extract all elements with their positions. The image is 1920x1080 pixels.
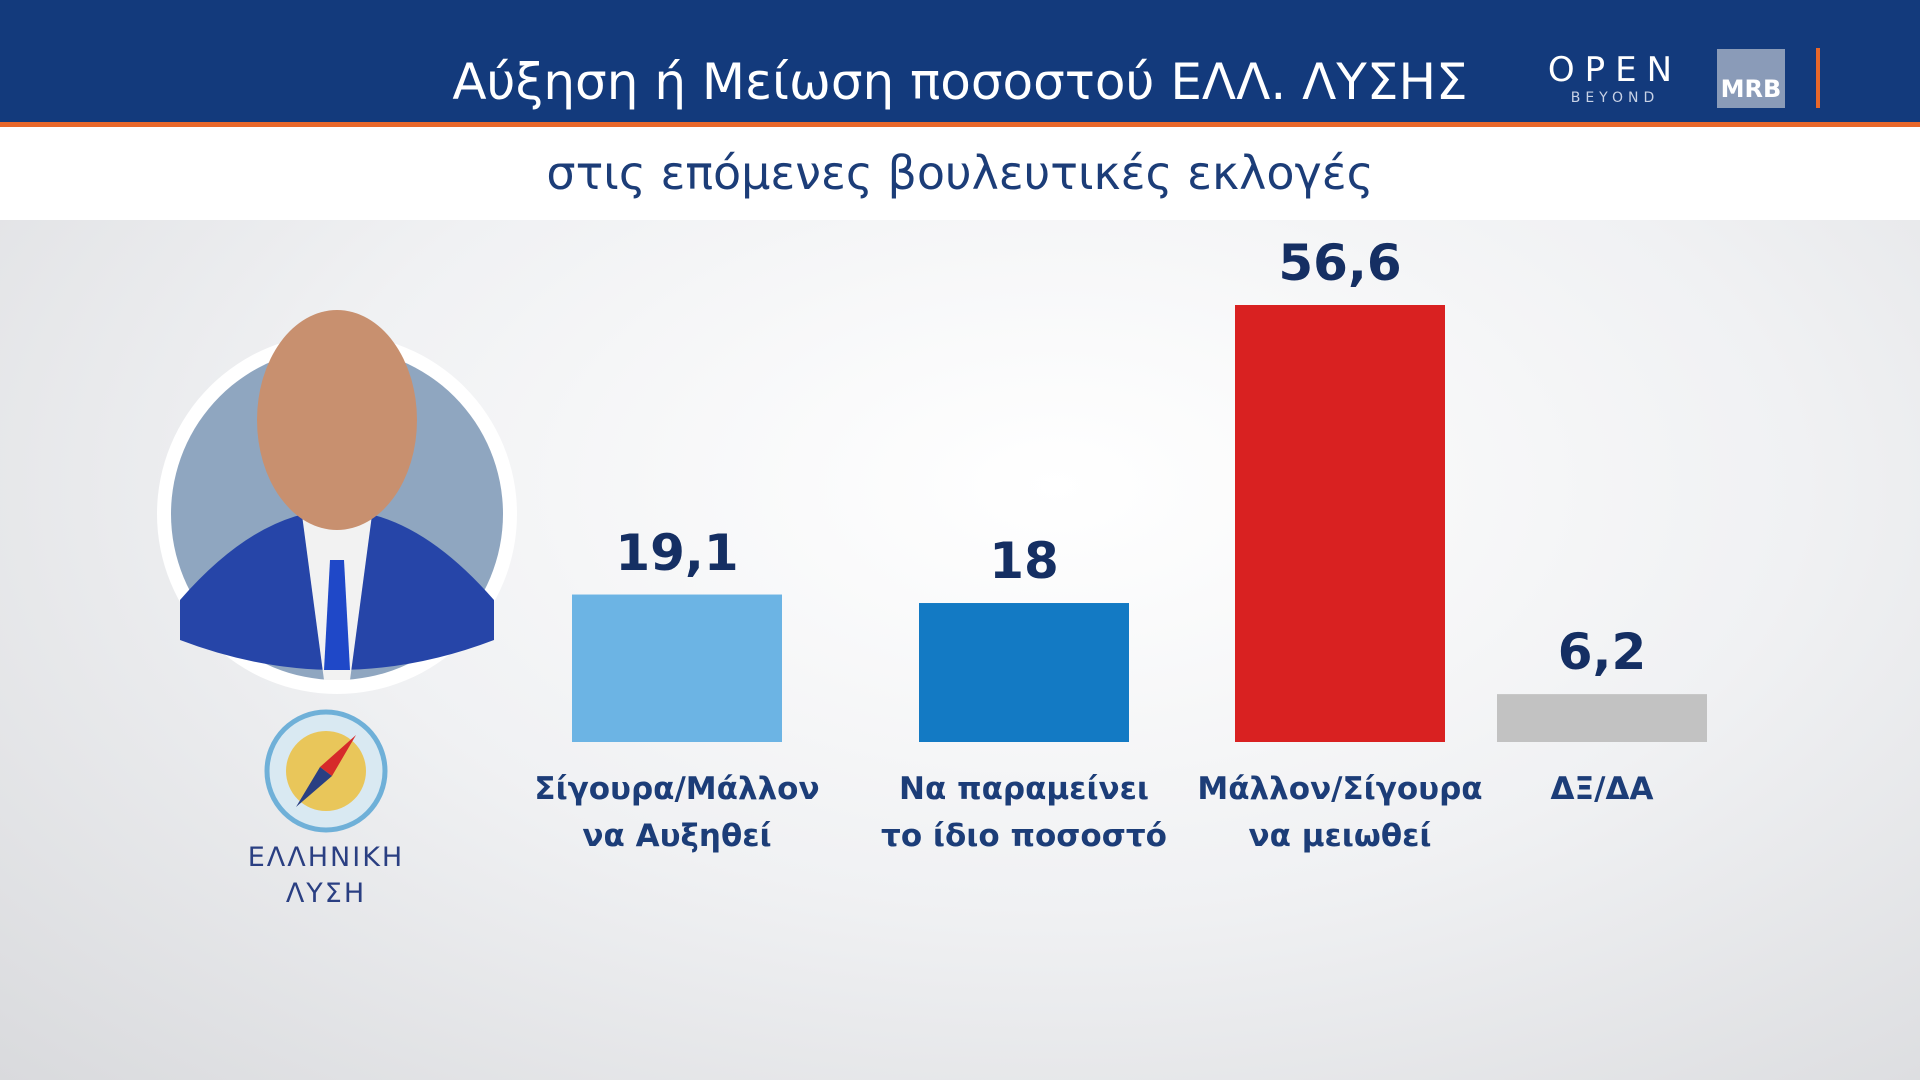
category-label: Σίγουρα/Μάλλον να Αυξηθεί: [534, 771, 820, 854]
bar: [1497, 694, 1707, 742]
value-label: 6,2: [1557, 623, 1647, 682]
chart-title: Αύξηση ή Μείωση ποσοστού ΕΛΛ. ΛΥΣΗΣ: [452, 53, 1468, 111]
chart-subtitle: στις επόμενες βουλευτικές εκλογές: [546, 146, 1374, 200]
bar: [572, 594, 782, 742]
party-emblem: [264, 709, 388, 833]
bar: [1235, 305, 1445, 742]
divider: [1816, 48, 1820, 108]
category-label: Μάλλον/Σίγουρα να μειωθεί: [1197, 771, 1483, 854]
header: [0, 0, 1920, 127]
category-label: Να παραμείνει το ίδιο ποσοστό: [881, 771, 1167, 854]
party-name: ΕΛΛΗΝΙΚΗ ΛΥΣΗ: [247, 842, 405, 909]
portrait: [157, 310, 517, 694]
value-label: 56,6: [1278, 234, 1402, 292]
bar: [919, 603, 1129, 742]
portrait-face: [257, 310, 417, 530]
portrait-tie: [324, 560, 350, 670]
mrb-logo: MRB: [1717, 49, 1785, 108]
value-label: 18: [989, 532, 1059, 591]
emblem-needle: [320, 735, 356, 776]
open-logo: OPEN: [1547, 50, 1683, 90]
value-label: 19,1: [615, 523, 739, 582]
subtitle-band: [0, 127, 1920, 220]
emblem-needle: [296, 767, 332, 807]
category-label: ΔΞ/ΔΑ: [1550, 771, 1654, 807]
beyond-logo: BEYOND: [1570, 90, 1660, 106]
